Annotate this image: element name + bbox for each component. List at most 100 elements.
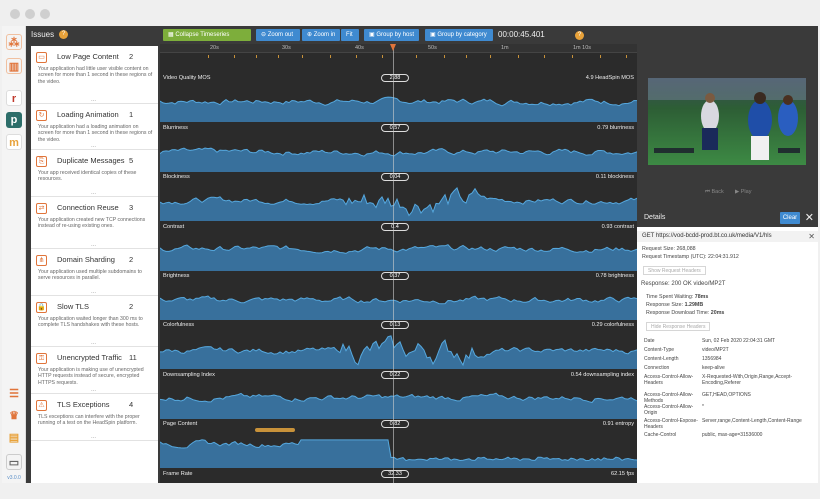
issue-more[interactable]: ... — [91, 289, 97, 295]
video-frame[interactable] — [648, 78, 806, 165]
lane-label: Contrast — [163, 224, 185, 230]
issue-card[interactable]: ⋔ Domain Sharding 2 Your application used m… — [31, 249, 158, 296]
lane-max-label: 0.78 brightness — [595, 273, 634, 279]
close-dot-icon[interactable] — [10, 9, 20, 19]
group-by-host-button[interactable]: ▣ Group by host — [364, 29, 419, 41]
issue-count: 2 — [129, 255, 134, 264]
collapse-timeseries-button[interactable]: ▦ Collapse Timeseries — [163, 29, 251, 41]
header-value: 1356984 — [702, 356, 722, 362]
timeseries-lane[interactable]: Contrast 0.4 0.93 contrast — [160, 222, 637, 271]
issue-title: Slow TLS — [57, 302, 89, 311]
header-key: Cache-Control — [644, 432, 677, 438]
lane-current-value: 0.82 — [381, 420, 409, 428]
zoom-out-button[interactable]: ⊖ Zoom out — [256, 29, 300, 41]
p-app-icon[interactable]: p — [6, 112, 22, 128]
help-icon[interactable]: ? — [59, 30, 69, 40]
lane-label: Brightness — [163, 273, 190, 279]
timeseries-lane[interactable]: Colorfulness 0.13 0.29 colorfulness — [160, 320, 637, 369]
lane-current-value: 0.4 — [381, 223, 409, 231]
issue-count: 4 — [129, 400, 134, 409]
header-row: Content-Type video/MP2T — [644, 347, 814, 356]
event-marker-strip[interactable] — [160, 53, 637, 73]
lane-waveform — [160, 147, 637, 172]
window-chrome — [0, 0, 820, 26]
issue-description: Your application used multiple subdomain… — [38, 269, 142, 282]
back-button[interactable]: ⏮ Back — [705, 189, 724, 195]
close-request-icon[interactable]: ✕ — [808, 232, 815, 241]
clear-button[interactable]: Clear — [780, 212, 800, 224]
timeseries-lane[interactable]: Page Content 0.82 0.91 entropy — [160, 419, 637, 468]
response-size-label: Response Size: — [646, 302, 684, 308]
timeseries-lane[interactable]: Video Quality MOS 2.88 4.9 HeadSpin MOS — [160, 73, 637, 122]
issue-card[interactable]: ⎘ Duplicate Messages 5 Your app received id… — [31, 150, 158, 197]
issue-count: 1 — [129, 110, 134, 119]
fit-label: Fit — [346, 32, 353, 38]
download-time-value: 20ms — [710, 310, 725, 316]
hide-response-headers-button[interactable]: Hide Response Headers — [646, 322, 711, 331]
playhead-pointer-icon[interactable] — [390, 44, 396, 51]
timeseries-lane[interactable]: Brightness 0.37 0.78 brightness — [160, 271, 637, 320]
lane-label: Colorfulness — [163, 322, 195, 328]
close-details-icon[interactable]: ✕ — [804, 212, 814, 224]
minimize-dot-icon[interactable] — [25, 9, 35, 19]
issue-more[interactable]: ... — [91, 97, 97, 103]
time-waiting-value: 78ms — [694, 294, 709, 300]
issue-more[interactable]: ... — [91, 387, 97, 393]
header-key: Access-Control-Expose-Headers — [644, 418, 698, 430]
issue-description: Your application had a loading animation… — [38, 124, 153, 143]
play-button[interactable]: ▶ Play — [735, 189, 752, 195]
lane-waveform — [160, 335, 637, 369]
zoom-in-label: Zoom in — [313, 32, 336, 38]
issue-card[interactable]: ⇄ Connection Reuse 3 Your application creat… — [31, 197, 158, 249]
fit-button[interactable]: Fit — [341, 29, 359, 41]
lane-current-value: 0.57 — [381, 124, 409, 132]
timeseries-panel: ▦ Collapse Timeseries ⊖ Zoom out ⊕ Zoom … — [160, 26, 637, 483]
header-row: Access-Control-Allow-Headers X-Requested-… — [644, 374, 814, 391]
time-ruler[interactable]: 20s 30s 40s 50s 1m 1m 10s — [160, 44, 637, 53]
chat-icon[interactable]: ▭ — [6, 454, 22, 470]
m-app-icon[interactable]: m — [6, 134, 22, 150]
waterfall-icon[interactable]: ⁂ — [6, 34, 22, 50]
issue-more[interactable]: ... — [91, 434, 97, 440]
zoom-in-button[interactable]: ⊕ Zoom in — [302, 29, 340, 41]
header-value: video/MP2T — [702, 347, 729, 353]
timeseries-lane[interactable]: Frame Rate 32.33 62.15 fps — [160, 469, 637, 483]
lane-current-value: 32.33 — [381, 470, 409, 478]
issue-more[interactable]: ... — [91, 340, 97, 346]
issue-icon: ⋔ — [36, 255, 47, 266]
issue-icon: ⇄ — [36, 203, 47, 214]
group-by-category-button[interactable]: ▣ Group by category — [425, 29, 493, 41]
request-ts-value: 22:04:31.912 — [707, 254, 739, 260]
document-icon[interactable]: ▤ — [8, 432, 20, 444]
issue-card[interactable]: ⚿ Unencrypted Traffic 11 Your application i… — [31, 347, 158, 394]
issue-card[interactable]: ▭ Low Page Content 2 Your application had l… — [31, 46, 158, 104]
issue-icon: 🔒 — [36, 302, 47, 313]
header-key: Date — [644, 338, 655, 344]
issue-more[interactable]: ... — [91, 143, 97, 149]
header-value: X-Requested-With,Origin,Range,Accept-Enc… — [702, 374, 793, 386]
issue-icon: ⎘ — [36, 156, 47, 167]
issue-card[interactable]: 🔒 Slow TLS 2 Your application waited longer… — [31, 296, 158, 347]
trophy-icon[interactable]: ♛ — [9, 410, 19, 422]
details-panel: Details Clear ✕ GET https://vod-bcdd-pro… — [637, 209, 818, 483]
timeseries-lane[interactable]: Blockiness 0.04 0.11 blockiness — [160, 172, 637, 221]
issue-more[interactable]: ... — [91, 242, 97, 248]
list-icon[interactable]: ☰ — [9, 388, 19, 400]
show-request-headers-button[interactable]: Show Request Headers — [643, 266, 706, 275]
maximize-dot-icon[interactable] — [40, 9, 50, 19]
playhead-line[interactable] — [393, 44, 394, 483]
issue-count: 2 — [129, 302, 134, 311]
issue-card[interactable]: ⚠ TLS Exceptions 4 TLS exceptions can inter… — [31, 394, 158, 441]
issue-card[interactable]: ↻ Loading Animation 1 Your application had … — [31, 104, 158, 150]
issue-more[interactable]: ... — [91, 190, 97, 196]
bar-chart-icon[interactable]: ▥ — [6, 58, 22, 74]
timeseries-lane[interactable]: Blurriness 0.57 0.79 blurriness — [160, 123, 637, 172]
header-row: Access-Control-Allow-Methods GET,HEAD,OPT… — [644, 392, 814, 403]
timeline-help-icon[interactable]: ? — [575, 31, 584, 40]
lane-max-label: 0.91 entropy — [602, 421, 634, 427]
lane-waveform — [160, 244, 637, 271]
r-app-icon[interactable]: r — [6, 90, 22, 106]
request-url[interactable]: GET https://vod-bcdd-prod.bt.co.uk/media… — [637, 231, 818, 242]
lane-label: Blurriness — [163, 125, 188, 131]
timeseries-lane[interactable]: Downsampling Index 0.22 0.54 downsampling … — [160, 370, 637, 419]
